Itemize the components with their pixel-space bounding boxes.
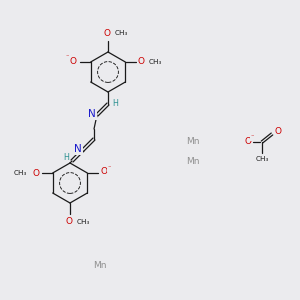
Text: CH₃: CH₃ — [255, 156, 269, 162]
Text: O: O — [101, 167, 108, 176]
Text: N: N — [74, 144, 82, 154]
Text: O: O — [274, 128, 281, 136]
Text: O: O — [65, 218, 73, 226]
Text: O: O — [103, 28, 110, 38]
Text: Mn: Mn — [186, 158, 200, 166]
Text: O: O — [32, 169, 39, 178]
Text: Mn: Mn — [93, 260, 107, 269]
Text: CH₃: CH₃ — [148, 59, 162, 65]
Text: N: N — [88, 109, 96, 119]
Text: ⁻: ⁻ — [108, 165, 111, 171]
Text: H: H — [63, 152, 69, 161]
Text: CH₃: CH₃ — [115, 30, 128, 36]
Text: ⁻: ⁻ — [250, 134, 254, 140]
Text: ⁻: ⁻ — [66, 54, 69, 60]
Text: O: O — [244, 137, 251, 146]
Text: Mn: Mn — [186, 137, 200, 146]
Text: H: H — [112, 98, 118, 107]
Text: CH₃: CH₃ — [13, 170, 27, 176]
Text: O: O — [69, 56, 76, 65]
Text: O: O — [138, 58, 145, 67]
Text: CH₃: CH₃ — [77, 219, 90, 225]
